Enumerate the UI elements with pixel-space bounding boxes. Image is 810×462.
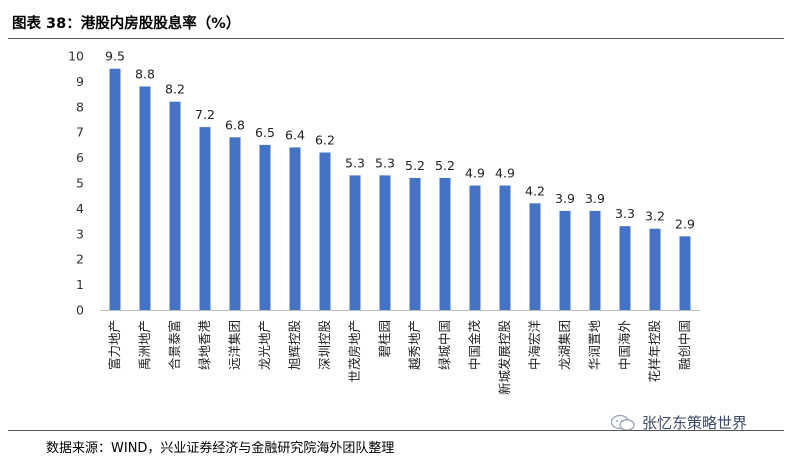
category-label: 深圳控股 xyxy=(317,320,332,371)
data-label: 6.4 xyxy=(285,127,305,142)
data-label: 8.2 xyxy=(165,82,185,97)
y-tick-label: 6 xyxy=(76,150,84,165)
bar xyxy=(169,101,181,310)
bar xyxy=(409,177,421,310)
category-label: 绿地香港 xyxy=(197,320,212,371)
category-label: 旭辉控股 xyxy=(287,320,302,371)
data-label: 3.9 xyxy=(585,191,605,206)
page-title: 图表 38：港股内房股股息率（%） xyxy=(12,16,241,32)
y-tick-label: 4 xyxy=(76,201,84,216)
bar xyxy=(619,226,631,310)
bar xyxy=(439,177,451,310)
watermark: 张忆东策略世界 xyxy=(610,412,747,433)
y-tick-label: 8 xyxy=(76,99,84,114)
y-tick-label: 5 xyxy=(76,176,84,191)
data-label: 6.8 xyxy=(225,117,245,132)
category-label: 禹洲地产 xyxy=(137,320,152,370)
data-label: 5.2 xyxy=(405,158,425,173)
category-label: 中海宏洋 xyxy=(527,320,542,370)
category-label: 龙光地产 xyxy=(257,320,272,370)
data-label: 4.9 xyxy=(495,166,515,181)
bar xyxy=(469,185,481,310)
data-label: 3.9 xyxy=(555,191,575,206)
category-label: 绿城中国 xyxy=(437,320,452,370)
bar xyxy=(559,210,571,310)
bar xyxy=(259,144,271,310)
bar-chart: 0 1 2 3 4 5 6 7 8 9 10 9.5 富力地产 8.8 禹洲地产 8.2 合景泰富 7.2 绿地香港… xyxy=(68,49,700,396)
category-label: 新城发展控股 xyxy=(497,320,512,396)
data-label: 5.2 xyxy=(435,158,455,173)
category-label: 龙湖集团 xyxy=(557,320,572,370)
category-label: 碧桂园 xyxy=(377,320,392,358)
bar xyxy=(319,152,331,310)
y-tick-label: 0 xyxy=(76,303,84,318)
data-label: 6.2 xyxy=(315,133,335,148)
bar xyxy=(199,127,211,311)
data-label: 3.2 xyxy=(645,209,665,224)
data-label: 3.3 xyxy=(615,206,635,221)
bar xyxy=(529,203,541,310)
category-label: 中国海外 xyxy=(617,320,632,371)
category-label: 华润置地 xyxy=(587,320,602,371)
source-note: 数据来源：WIND，兴业证券经济与金融研究院海外团队整理 xyxy=(46,441,395,456)
bar xyxy=(589,210,601,310)
y-tick-label: 1 xyxy=(76,277,84,292)
category-label: 富力地产 xyxy=(107,320,122,370)
bar xyxy=(229,137,241,310)
category-label: 中国金茂 xyxy=(467,320,482,371)
bar xyxy=(139,86,151,310)
category-label: 融创中国 xyxy=(677,320,692,370)
bottom-rule xyxy=(8,430,784,431)
data-label: 4.9 xyxy=(465,166,485,181)
category-label: 越秀地产 xyxy=(407,320,422,370)
data-label: 7.2 xyxy=(195,107,215,122)
bar xyxy=(289,147,301,310)
data-label: 9.5 xyxy=(105,49,125,64)
data-label: 8.8 xyxy=(135,66,155,81)
category-label: 世茂房地产 xyxy=(347,320,362,383)
category-label: 花样年控股 xyxy=(647,320,662,383)
data-label: 6.5 xyxy=(255,125,275,140)
watermark-text: 张忆东策略世界 xyxy=(642,414,748,432)
bar xyxy=(109,68,121,310)
y-tick-label: 9 xyxy=(76,74,84,89)
data-label: 5.3 xyxy=(375,155,395,170)
y-tick-label: 7 xyxy=(76,125,84,140)
category-label: 远洋集团 xyxy=(227,320,242,370)
bar xyxy=(499,185,511,310)
top-rule xyxy=(8,38,784,39)
data-label: 4.2 xyxy=(525,183,545,198)
data-label: 2.9 xyxy=(675,216,695,231)
y-tick-label: 2 xyxy=(76,252,84,267)
bar xyxy=(379,175,391,310)
wechat-icon xyxy=(610,414,635,431)
bar xyxy=(349,175,361,310)
category-label: 合景泰富 xyxy=(167,320,182,370)
bar xyxy=(679,236,691,310)
bar xyxy=(649,228,661,310)
data-label: 5.3 xyxy=(345,155,365,170)
y-tick-label: 10 xyxy=(68,49,84,64)
y-tick-label: 3 xyxy=(76,226,84,241)
